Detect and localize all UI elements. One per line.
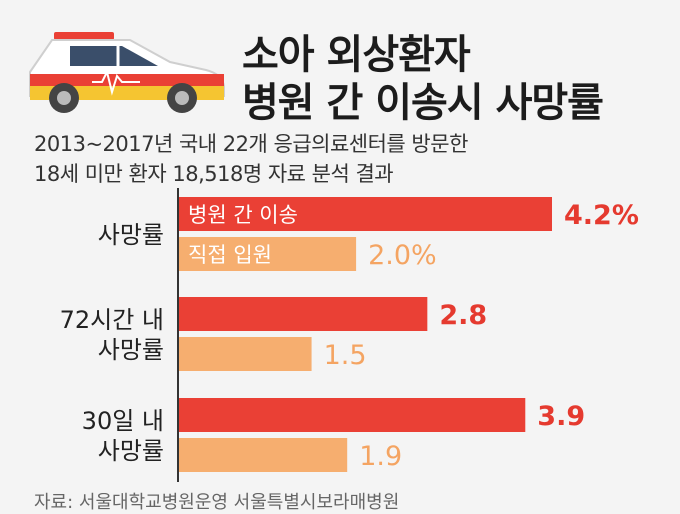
data-label: 3.9 (537, 401, 585, 432)
data-label: 1.5 (324, 340, 367, 371)
data-label: 4.2% (564, 200, 639, 231)
category-label: 30일 내 (82, 407, 164, 435)
category-label: 사망률 (98, 437, 164, 465)
series-label: 병원 간 이송 (188, 203, 298, 227)
category-label: 사망률 (98, 221, 164, 249)
ambulance-icon (29, 32, 225, 113)
data-label: 1.9 (359, 441, 402, 472)
bar-direct (178, 438, 348, 472)
data-label: 2.0% (368, 240, 437, 271)
series-label: 직접 입원 (188, 243, 272, 267)
bar-transfer (178, 398, 526, 432)
chart-subtitle-line-1: 2013~2017년 국내 22개 응급의료센터를 방문한 (34, 132, 468, 156)
chart-title-line-1: 소아 외상환자 (242, 32, 471, 78)
source-note: 자료: 서울대학교병원운영 서울특별시보라매병원 (34, 492, 400, 513)
category-label: 72시간 내 (60, 306, 164, 334)
chart-subtitle-line-2: 18세 미만 환자 18,518명 자료 분석 결과 (34, 162, 394, 186)
data-label: 2.8 (439, 300, 487, 331)
category-label: 사망률 (98, 336, 164, 364)
bar-transfer (178, 197, 552, 231)
bar-direct (178, 237, 357, 271)
bar-direct (178, 337, 312, 371)
bar-transfer (178, 297, 428, 331)
chart-title-line-2: 병원 간 이송시 사망률 (242, 80, 604, 126)
